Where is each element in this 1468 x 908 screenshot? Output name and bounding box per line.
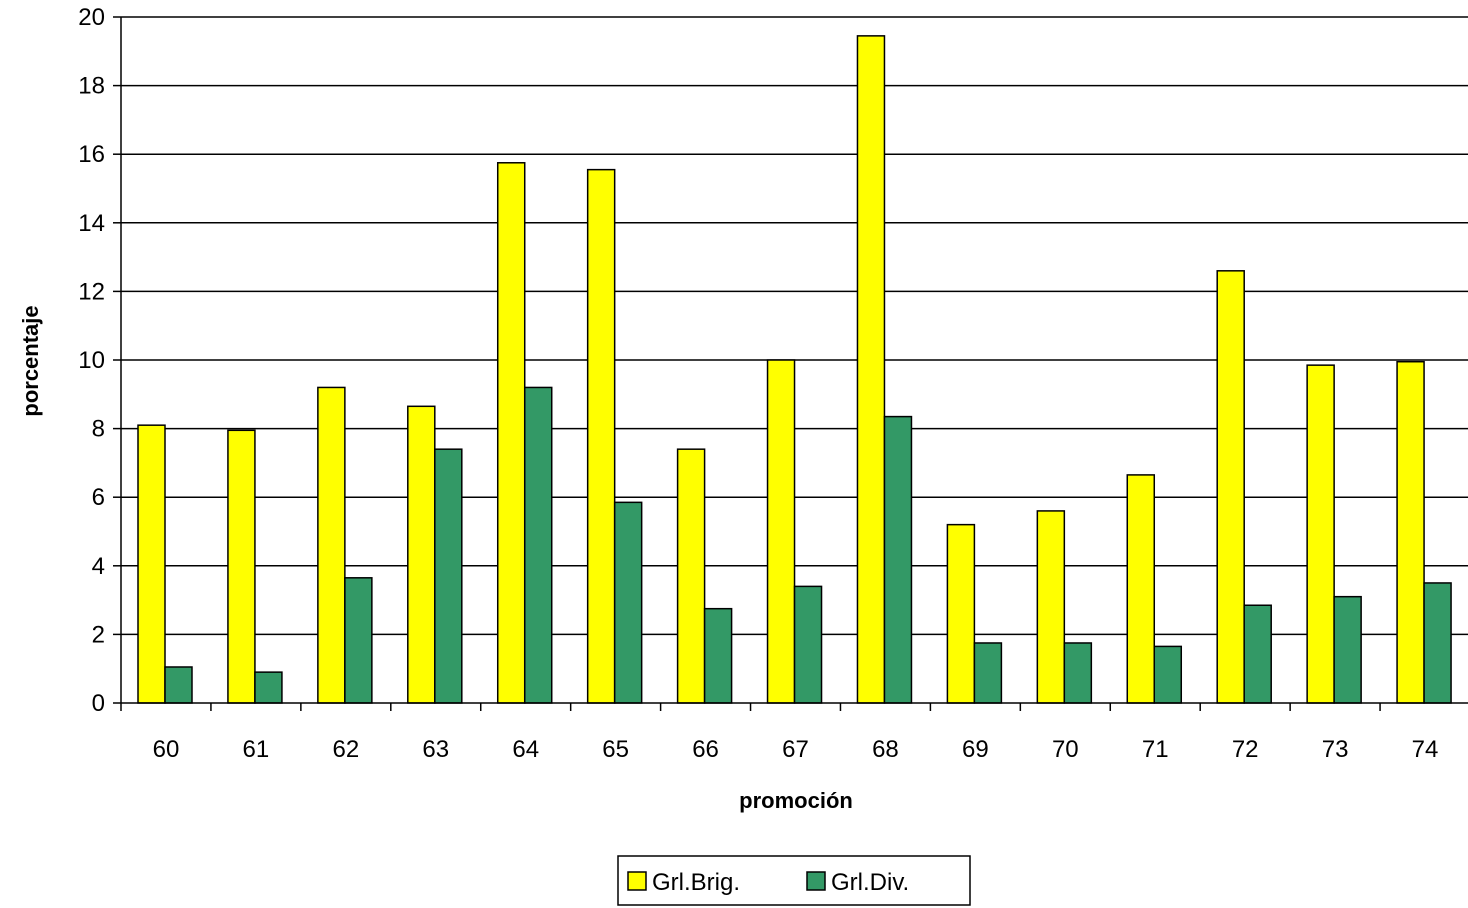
bar-grl-div: [523, 386, 553, 704]
bars: [137, 35, 1452, 704]
bar-grl-div: [883, 415, 913, 704]
x-tick-label: 62: [332, 736, 359, 763]
x-tick-label: 60: [153, 736, 180, 763]
bar-grl-div: [973, 642, 1003, 704]
bar-grl-div: [1063, 642, 1093, 704]
x-tick-label: 74: [1412, 736, 1439, 763]
y-tick-label: 20: [78, 4, 105, 31]
y-tick-label: 14: [78, 210, 105, 237]
bar-grl-brig: [856, 35, 886, 704]
x-tick-label: 64: [512, 736, 539, 763]
x-tick-label: 69: [962, 736, 989, 763]
bar-grl-div: [1423, 582, 1452, 704]
x-tick-label: 67: [782, 736, 809, 763]
bar-grl-div: [793, 585, 823, 704]
bar-grl-brig: [137, 424, 166, 704]
x-tick-label: 66: [692, 736, 719, 763]
x-tick-label: 70: [1052, 736, 1079, 763]
bar-grl-div: [1243, 604, 1272, 704]
bar-grl-brig: [1036, 510, 1066, 704]
legend-swatch-grl-div: [806, 871, 826, 891]
y-tick-label: 8: [92, 416, 105, 443]
axes: [113, 16, 1468, 711]
bar-grl-brig: [586, 168, 616, 704]
y-tick-label: 0: [92, 690, 105, 717]
gridlines: [121, 16, 1468, 636]
bar-grl-brig: [946, 523, 976, 704]
legend: Grl.Brig. Grl.Div.: [617, 855, 971, 906]
bar-grl-brig: [766, 359, 796, 704]
bar-grl-div: [1153, 645, 1183, 704]
x-tick-label: 61: [243, 736, 270, 763]
legend-box: [617, 855, 971, 906]
bar-grl-div: [164, 666, 193, 704]
x-tick-label: 65: [602, 736, 629, 763]
y-tick-label: 4: [92, 553, 105, 580]
bar-grl-brig: [317, 386, 346, 704]
bar-grl-div: [1333, 595, 1362, 704]
bar-grl-div: [344, 577, 373, 704]
y-tick-label: 16: [78, 141, 105, 168]
bar-grl-brig: [496, 162, 526, 704]
bar-grl-div: [254, 671, 283, 704]
bar-grl-brig: [227, 429, 256, 704]
legend-label-grl-div: Grl.Div.: [831, 869, 909, 896]
bar-grl-brig: [676, 448, 706, 704]
bar-grl-brig: [407, 405, 436, 704]
bar-grl-brig: [1216, 270, 1245, 704]
y-tick-label: 2: [92, 621, 105, 648]
y-axis-title: porcentaje: [18, 305, 43, 416]
legend-swatch-grl-brig: [627, 871, 647, 891]
x-axis-title: promoción: [739, 788, 853, 813]
x-tick-label: 71: [1142, 736, 1169, 763]
x-tick-label: 68: [872, 736, 899, 763]
bar-grl-brig: [1306, 364, 1335, 704]
legend-label-grl-brig: Grl.Brig.: [652, 869, 740, 896]
x-tick-label: 73: [1322, 736, 1349, 763]
y-tick-label: 6: [92, 484, 105, 511]
bar-grl-div: [703, 607, 733, 704]
bar-grl-brig: [1396, 360, 1425, 704]
bar-grl-brig: [1126, 474, 1156, 704]
x-tick-label: 63: [422, 736, 449, 763]
y-tick-label: 10: [78, 347, 105, 374]
y-tick-label: 18: [78, 73, 105, 100]
bar-grl-div: [434, 448, 463, 704]
bar-grl-div: [613, 501, 643, 704]
x-tick-label: 72: [1232, 736, 1259, 763]
y-tick-label: 12: [78, 278, 105, 305]
